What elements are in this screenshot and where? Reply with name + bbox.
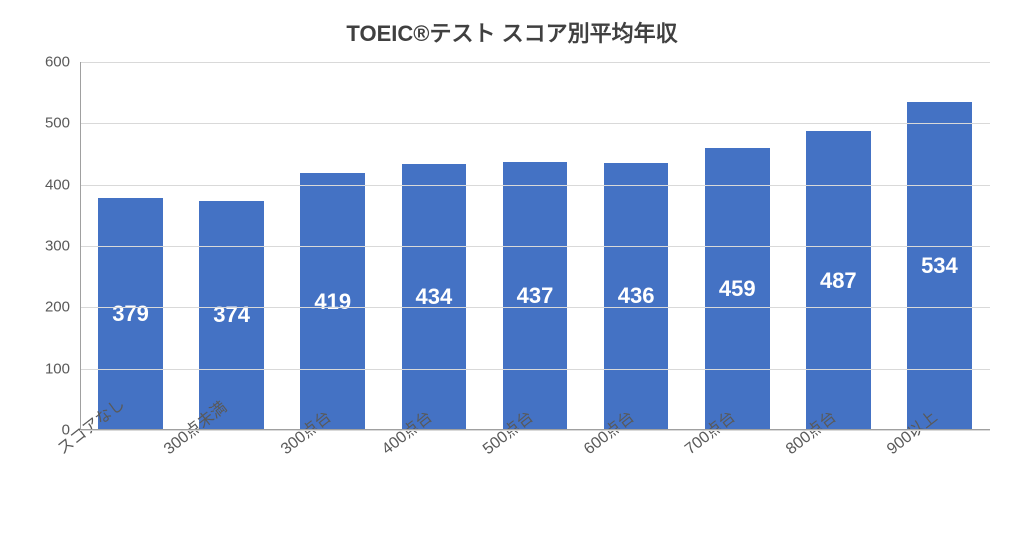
bar-value-label: 374 [213,302,250,328]
x-axis-line [80,429,990,430]
plot-area: 379スコアなし374300点未満419300点台434400点台437500点… [80,62,990,430]
y-axis-line [80,62,81,430]
bar-chart: TOEIC®テスト スコア別平均年収 379スコアなし374300点未満4193… [0,0,1024,557]
y-tick-label: 400 [45,176,80,193]
gridline [80,307,990,308]
gridline [80,185,990,186]
y-tick-label: 500 [45,115,80,132]
bar: 374 [199,201,264,430]
y-tick-label: 300 [45,238,80,255]
y-tick-label: 600 [45,54,80,71]
y-tick-label: 0 [62,422,80,439]
gridline [80,369,990,370]
chart-title: TOEIC®テスト スコア別平均年収 [0,16,1024,48]
bar-value-label: 459 [719,276,756,302]
gridline [80,246,990,247]
gridline [80,430,990,431]
bar: 419 [300,173,365,430]
gridline [80,123,990,124]
bar: 437 [503,162,568,430]
bar-value-label: 434 [416,284,453,310]
y-tick-label: 200 [45,299,80,316]
bar: 487 [806,131,871,430]
bar-value-label: 437 [517,283,554,309]
bar: 534 [907,102,972,430]
bar-value-label: 534 [921,253,958,279]
bar: 436 [604,163,669,430]
y-tick-label: 100 [45,360,80,377]
bar: 434 [402,164,467,430]
bar-value-label: 379 [112,301,149,327]
bar: 459 [705,148,770,430]
bar-value-label: 487 [820,268,857,294]
bar-value-label: 436 [618,283,655,309]
bar-value-label: 419 [314,289,351,315]
gridline [80,62,990,63]
